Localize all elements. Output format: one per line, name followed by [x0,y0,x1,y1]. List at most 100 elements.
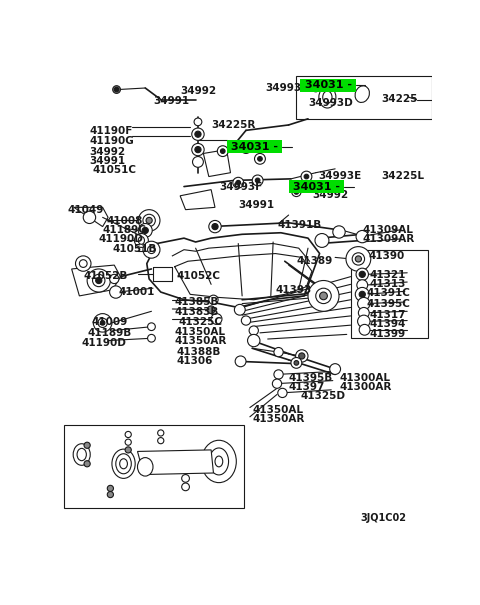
Ellipse shape [138,237,144,244]
Circle shape [308,281,339,312]
Circle shape [93,313,112,332]
Text: 41388B: 41388B [176,347,221,357]
Ellipse shape [202,440,236,483]
Text: 41309AL: 41309AL [362,225,413,235]
Text: 34031 -: 34031 - [293,182,340,192]
Text: 41393: 41393 [276,285,312,295]
Text: 34225: 34225 [382,94,418,104]
Circle shape [125,431,132,437]
Text: 34031 -: 34031 - [305,80,352,90]
Circle shape [125,447,132,453]
Circle shape [294,189,299,194]
Bar [64,425,244,508]
Circle shape [296,350,308,362]
Circle shape [233,177,244,188]
Polygon shape [180,189,215,210]
Text: 41385C: 41385C [175,485,219,494]
Text: 41325D: 41325D [300,391,345,401]
Text: 34992: 34992 [312,191,348,200]
Circle shape [358,298,370,310]
Ellipse shape [215,456,223,467]
Text: 34992: 34992 [89,146,126,157]
Text: 41051C: 41051C [93,165,136,175]
Circle shape [147,246,156,253]
Text: 41309AR: 41309AR [362,234,415,244]
Circle shape [291,358,302,368]
Circle shape [274,370,283,379]
Circle shape [330,364,340,374]
Circle shape [235,356,246,367]
Text: 34991: 34991 [238,200,275,210]
Ellipse shape [73,443,90,465]
Text: 34031 -: 34031 - [231,142,278,152]
Text: 41300AL: 41300AL [339,373,390,383]
Text: 41190F: 41190F [89,126,133,137]
Circle shape [98,318,107,327]
Text: 34993F: 34993F [219,182,262,192]
Circle shape [254,154,265,164]
Ellipse shape [112,449,135,479]
Circle shape [157,430,164,436]
Circle shape [359,307,369,318]
Ellipse shape [77,448,86,460]
Circle shape [181,483,190,491]
Circle shape [356,268,369,281]
Text: 41385B: 41385B [175,298,219,307]
Circle shape [241,316,251,325]
Text: 41321: 41321 [370,270,407,280]
Circle shape [326,83,333,90]
Circle shape [114,87,119,92]
Circle shape [209,295,218,304]
Text: 41391C: 41391C [366,288,410,298]
Circle shape [234,304,245,315]
Circle shape [359,324,370,335]
Circle shape [211,313,222,324]
Circle shape [194,118,202,126]
Text: 41190G: 41190G [89,136,134,146]
Circle shape [113,86,120,93]
Bar [296,76,432,119]
Circle shape [75,256,91,271]
Circle shape [143,241,160,258]
Text: 41351: 41351 [100,488,137,499]
Text: 41391B: 41391B [277,220,321,231]
Circle shape [292,188,301,197]
Circle shape [274,347,283,357]
Polygon shape [204,149,230,177]
Circle shape [220,149,225,154]
Circle shape [138,210,160,231]
Circle shape [93,274,105,287]
Ellipse shape [355,86,370,102]
Text: 41190D: 41190D [99,234,144,244]
Ellipse shape [323,91,332,103]
Bar [300,79,356,92]
Circle shape [240,143,252,154]
Circle shape [192,128,204,140]
Text: 41389: 41389 [296,256,333,266]
Circle shape [249,326,258,335]
Circle shape [258,157,262,161]
Text: 41300AR: 41300AR [339,382,391,392]
Ellipse shape [137,457,153,476]
Circle shape [304,174,309,179]
Circle shape [107,485,113,491]
Bar [288,180,345,194]
Text: 41009: 41009 [91,318,127,327]
Bar [227,140,282,154]
Circle shape [212,223,218,230]
Circle shape [142,227,148,234]
Circle shape [346,247,371,271]
Text: 41350AR: 41350AR [175,336,227,346]
Polygon shape [72,265,120,296]
Text: 34225L: 34225L [382,171,425,181]
Text: 41052C: 41052C [176,271,220,281]
Circle shape [301,171,312,182]
Ellipse shape [120,459,127,469]
Circle shape [125,439,132,445]
Text: 41325C: 41325C [179,318,223,327]
Text: 34993E: 34993E [318,171,361,181]
Circle shape [138,223,152,237]
Text: 41313: 41313 [370,279,407,289]
Text: 41397: 41397 [288,382,325,392]
Text: 34991: 34991 [153,96,189,106]
